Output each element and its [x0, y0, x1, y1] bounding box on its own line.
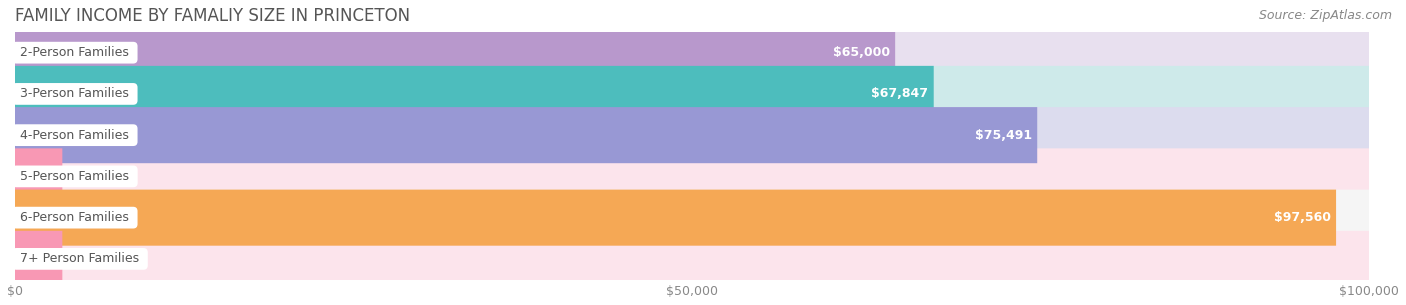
FancyBboxPatch shape	[15, 107, 1369, 163]
FancyBboxPatch shape	[15, 190, 1369, 246]
FancyBboxPatch shape	[15, 66, 1369, 122]
FancyBboxPatch shape	[15, 231, 62, 287]
FancyBboxPatch shape	[15, 107, 1369, 163]
FancyBboxPatch shape	[15, 190, 1336, 246]
Text: FAMILY INCOME BY FAMALIY SIZE IN PRINCETON: FAMILY INCOME BY FAMALIY SIZE IN PRINCET…	[15, 7, 411, 25]
FancyBboxPatch shape	[15, 25, 896, 81]
FancyBboxPatch shape	[15, 148, 1369, 204]
Text: $97,560: $97,560	[1274, 211, 1330, 224]
Text: 2-Person Families: 2-Person Families	[17, 46, 134, 59]
Text: $0: $0	[69, 252, 86, 265]
Text: 5-Person Families: 5-Person Families	[17, 170, 134, 183]
FancyBboxPatch shape	[15, 25, 1369, 81]
Text: 6-Person Families: 6-Person Families	[17, 211, 134, 224]
FancyBboxPatch shape	[15, 231, 1369, 287]
Text: $67,847: $67,847	[872, 88, 928, 100]
FancyBboxPatch shape	[15, 148, 62, 204]
Text: $0: $0	[69, 170, 86, 183]
Text: $65,000: $65,000	[832, 46, 890, 59]
Text: $75,491: $75,491	[974, 129, 1032, 142]
FancyBboxPatch shape	[15, 66, 934, 122]
FancyBboxPatch shape	[15, 231, 1369, 287]
Text: Source: ZipAtlas.com: Source: ZipAtlas.com	[1258, 9, 1392, 22]
FancyBboxPatch shape	[15, 190, 1369, 246]
FancyBboxPatch shape	[15, 148, 1369, 204]
Text: 3-Person Families: 3-Person Families	[17, 88, 134, 100]
FancyBboxPatch shape	[15, 107, 1038, 163]
Text: 4-Person Families: 4-Person Families	[17, 129, 134, 142]
FancyBboxPatch shape	[15, 66, 1369, 122]
FancyBboxPatch shape	[15, 25, 1369, 81]
Text: 7+ Person Families: 7+ Person Families	[17, 252, 143, 265]
